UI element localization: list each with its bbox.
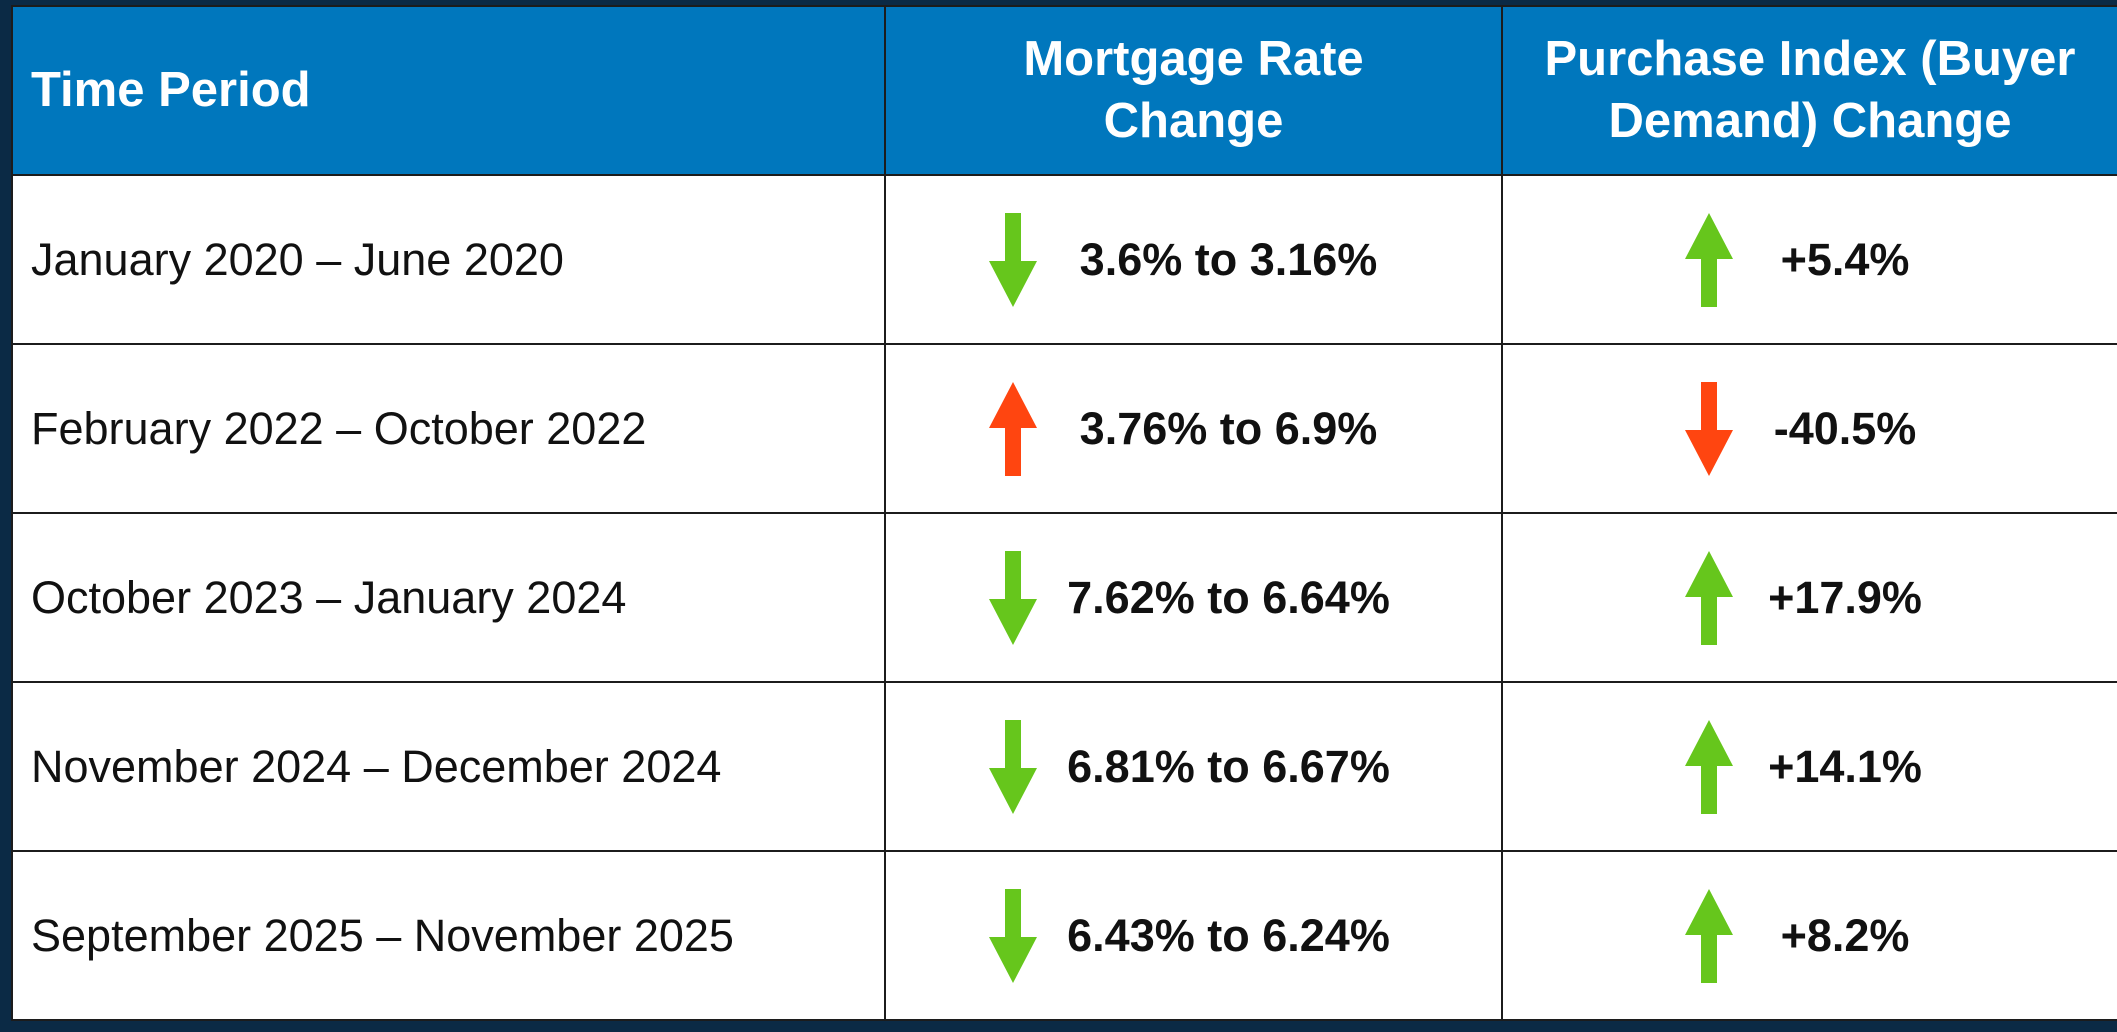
arrow-shape (1685, 381, 1733, 476)
table-row: January 2020 – June 2020 3.6% to 3.16% +5.… (11, 174, 2117, 345)
rate-cell: 6.81% to 6.67% (884, 681, 1503, 852)
index-cell: +14.1% (1501, 681, 2117, 852)
cell-content: +14.1% (1503, 719, 2117, 814)
arrow-shape (988, 719, 1037, 814)
cell-text: 7.62% to 6.64% (1067, 571, 1390, 623)
cell-content: -40.5% (1503, 381, 2117, 476)
rate-cell: 7.62% to 6.64% (884, 512, 1503, 683)
cell-text: +14.1% (1768, 740, 1922, 792)
cell-text: 6.43% to 6.24% (1067, 909, 1390, 961)
arrow-icon (1685, 212, 1733, 307)
cell-content: 3.6% to 3.16% (886, 212, 1501, 307)
index-cell: +17.9% (1501, 512, 2117, 683)
period-cell: October 2023 – January 2024 (11, 512, 886, 683)
period-cell: November 2024 – December 2024 (11, 681, 886, 852)
arrow-icon (988, 888, 1037, 983)
arrow-icon (1685, 381, 1733, 476)
arrow-shape (1685, 888, 1733, 983)
header-cell: Mortgage Rate Change (884, 5, 1503, 176)
arrow-icon (1685, 550, 1733, 645)
period-cell: February 2022 – October 2022 (11, 343, 886, 514)
rate-cell: 6.43% to 6.24% (884, 850, 1503, 1021)
cell-content: 7.62% to 6.64% (886, 550, 1501, 645)
arrow-icon (1685, 719, 1733, 814)
arrow-shape (988, 550, 1037, 645)
data-table: Time Period Mortgage Rate Change Purchas… (11, 5, 2117, 1021)
arrow-icon (988, 381, 1037, 476)
period-cell: September 2025 – November 2025 (11, 850, 886, 1021)
cell-text: +5.4% (1780, 233, 1910, 285)
table-row: February 2022 – October 2022 3.76% to 6.9… (11, 343, 2117, 514)
header-row: Time Period Mortgage Rate Change Purchas… (11, 5, 2117, 176)
cell-text: -40.5% (1773, 402, 1917, 454)
index-cell: +5.4% (1501, 174, 2117, 345)
table-row: November 2024 – December 2024 6.81% to 6.… (11, 681, 2117, 852)
cell-content: +17.9% (1503, 550, 2117, 645)
arrow-shape (1685, 550, 1733, 645)
cell-text: 3.6% to 3.16% (1079, 233, 1378, 285)
header-cell: Time Period (11, 5, 886, 176)
cell-text: 6.81% to 6.67% (1067, 740, 1390, 792)
arrow-shape (988, 888, 1037, 983)
arrow-icon (1685, 888, 1733, 983)
rate-cell: 3.6% to 3.16% (884, 174, 1503, 345)
cell-text: +17.9% (1768, 571, 1922, 623)
index-cell: -40.5% (1501, 343, 2117, 514)
cell-content: +5.4% (1503, 212, 2117, 307)
arrow-shape (1685, 719, 1733, 814)
table-row: October 2023 – January 2024 7.62% to 6.64… (11, 512, 2117, 683)
rate-cell: 3.76% to 6.9% (884, 343, 1503, 514)
arrow-icon (988, 212, 1037, 307)
arrow-icon (988, 719, 1037, 814)
table-wrap: Time Period Mortgage Rate Change Purchas… (11, 5, 2117, 1032)
period-cell: January 2020 – June 2020 (11, 174, 886, 345)
arrow-shape (988, 381, 1037, 476)
arrow-shape (1685, 212, 1733, 307)
cell-content: 3.76% to 6.9% (886, 381, 1501, 476)
arrow-icon (988, 550, 1037, 645)
cell-content: 6.81% to 6.67% (886, 719, 1501, 814)
arrow-shape (988, 212, 1037, 307)
table-row: September 2025 – November 2025 6.43% to 6… (11, 850, 2117, 1021)
cell-content: +8.2% (1503, 888, 2117, 983)
cell-content: 6.43% to 6.24% (886, 888, 1501, 983)
cell-text: 3.76% to 6.9% (1079, 402, 1378, 454)
header-cell: Purchase Index (Buyer Demand) Change (1501, 5, 2117, 176)
index-cell: +8.2% (1501, 850, 2117, 1021)
cell-text: +8.2% (1780, 909, 1910, 961)
